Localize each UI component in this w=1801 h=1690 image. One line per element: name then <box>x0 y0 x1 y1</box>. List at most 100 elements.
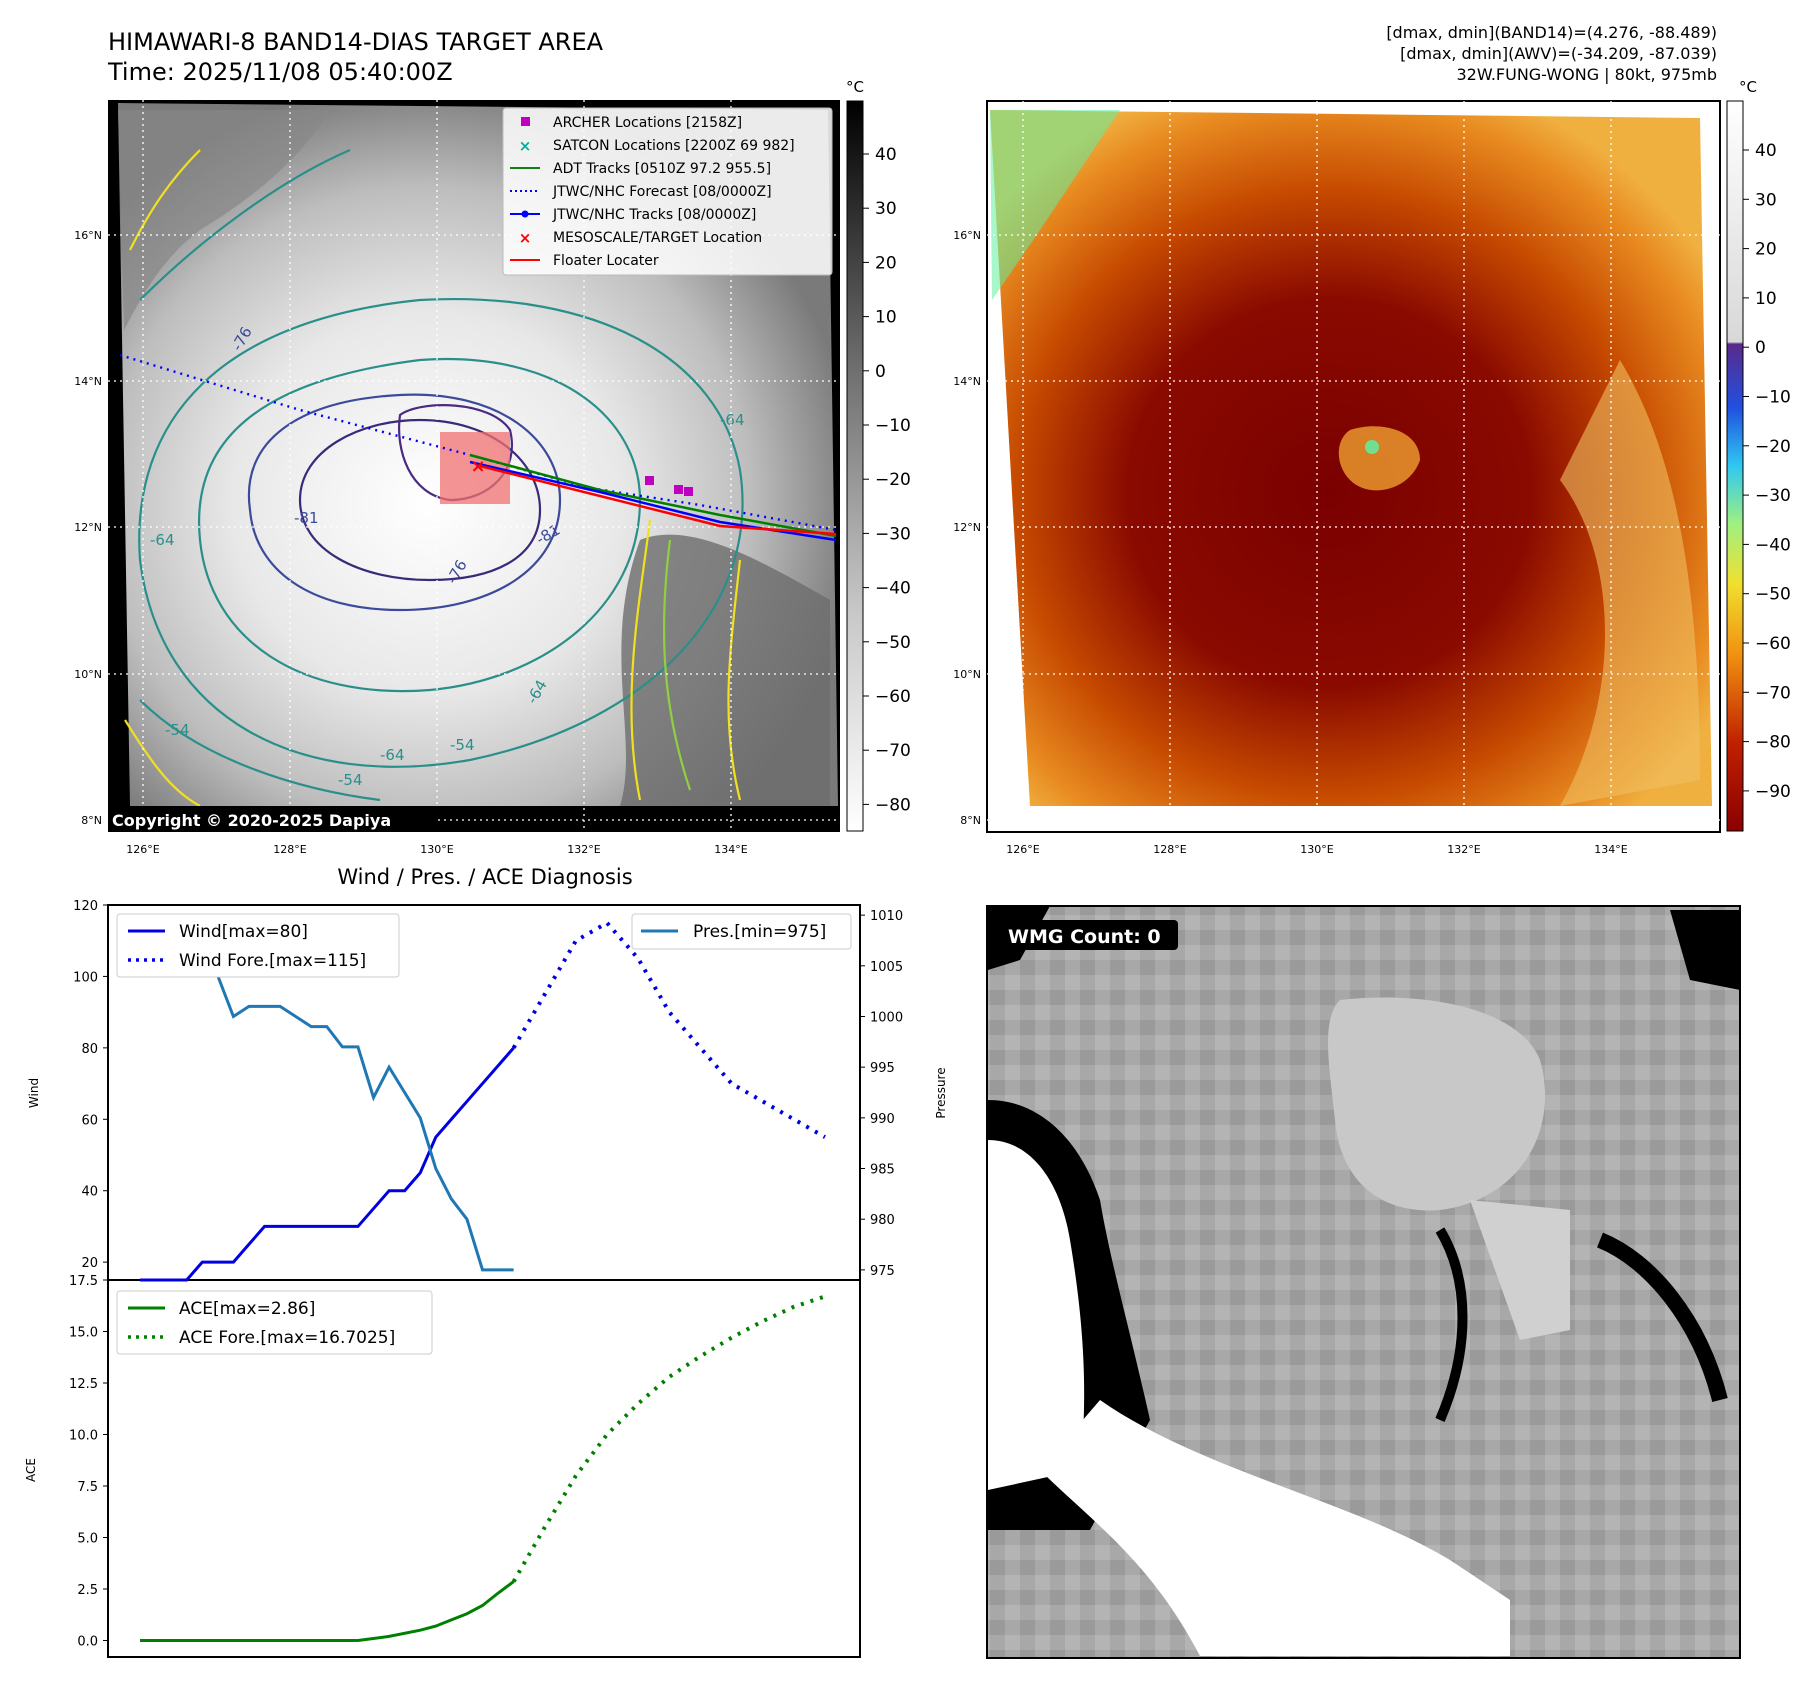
diagnosis-title: Wind / Pres. / ACE Diagnosis <box>337 865 632 889</box>
wv-map-panel: 16°N 14°N 12°N 10°N 8°N 126°E 128°E 130°… <box>953 78 1791 856</box>
contour-line <box>124 149 201 807</box>
legend-label: Wind[max=80] <box>179 922 308 942</box>
wv-lat-labels: 16°N 14°N 12°N 10°N 8°N <box>953 229 981 827</box>
colorbar-tick-label: −10 <box>1755 388 1791 408</box>
wmg-panel: WMG Count: 0 <box>986 905 1741 1659</box>
wind-tick-label: 120 <box>73 899 98 914</box>
wind-tick-label: 60 <box>81 1113 98 1128</box>
lon-label: 132°E <box>567 843 600 856</box>
lat-label: 8°N <box>960 814 981 827</box>
ir-map-panel: -76 -81 -64 -54 -76 -81 -64 -64 -54 -54 … <box>74 78 911 856</box>
colorbar-tick-label: 20 <box>1755 240 1777 260</box>
figure-title: HIMAWARI-8 BAND14-DIAS TARGET AREA <box>108 28 604 56</box>
contour-line <box>298 418 542 582</box>
ir-lat-labels: 16°N 14°N 12°N 10°N 8°N <box>74 229 102 827</box>
colorbar-tick-label: −40 <box>875 579 911 599</box>
ace-series-forecast-line <box>511 1294 826 1583</box>
wind-tick-label: 20 <box>81 1256 98 1271</box>
diagnosis-panel: Wind / Pres. / ACE Diagnosis Wind Pressu… <box>24 865 948 1658</box>
colorbar-tick-label: −60 <box>875 687 911 707</box>
wind-tick-label: 80 <box>81 1042 98 1057</box>
contour-line <box>247 393 562 612</box>
ir-lon-labels: 126°E 128°E 130°E 132°E 134°E <box>126 843 747 856</box>
colorbar-tick-label: 40 <box>875 145 897 165</box>
lat-label: 16°N <box>74 229 102 242</box>
colorbar-tick-label: −40 <box>1755 535 1791 555</box>
colorbar-tick-label: 10 <box>875 308 897 328</box>
wv-eye <box>1365 440 1379 454</box>
ace-tick-label: 10.0 <box>69 1429 98 1444</box>
header: HIMAWARI-8 BAND14-DIAS TARGET AREA Time:… <box>107 23 1717 86</box>
wind-legend: Wind[max=80] Wind Fore.[max=115] <box>116 913 400 978</box>
legend-label: ADT Tracks [0510Z 97.2 955.5] <box>553 161 771 177</box>
colorbar-tick-label: −50 <box>875 633 911 653</box>
pressure-tick-label: 1005 <box>870 960 903 975</box>
wmg-count-text: WMG Count: 0 <box>1008 926 1161 948</box>
wmg-core-region <box>1470 1200 1570 1340</box>
colorbar-tick-label: −30 <box>1755 486 1791 506</box>
ace-ticks: 0.0 2.5 5.0 7.5 10.0 12.5 15.0 17.5 <box>69 1274 108 1650</box>
contour-line <box>630 519 742 801</box>
legend-label: Floater Locater <box>553 253 659 269</box>
legend-label: ARCHER Locations [2158Z] <box>553 115 742 131</box>
legend-box <box>502 107 833 276</box>
copyright-text: Copyright © 2020-2025 Dapiya <box>112 811 391 830</box>
legend-box <box>116 913 400 978</box>
pressure-axis-label: Pressure <box>934 1067 948 1118</box>
wmg-core-region <box>1328 997 1546 1211</box>
ace-tick-label: 5.0 <box>77 1532 98 1547</box>
legend-box <box>631 913 852 950</box>
wmg-dark-edge <box>1596 1232 1728 1402</box>
colorbar-tick-label: −70 <box>875 741 911 761</box>
ace-legend: ACE[max=2.86] ACE Fore.[max=16.7025] <box>116 1290 433 1355</box>
lat-label: 10°N <box>74 668 102 681</box>
contour-label: -54 <box>450 736 475 754</box>
archer-markers <box>645 476 693 496</box>
pressure-tick-label: 995 <box>870 1061 895 1076</box>
copyright-box <box>108 806 438 832</box>
wv-colorbar-ticks: 40 30 20 10 0 −10 −20 −30 −40 −50 −60 −70 −80 −90 <box>1743 141 1791 802</box>
legend-label: Wind Fore.[max=115] <box>179 951 366 971</box>
lon-label: 134°E <box>714 843 747 856</box>
colorbar-tick-label: −10 <box>875 416 911 436</box>
lon-label: 126°E <box>126 843 159 856</box>
wind-pressure-series-forecast-line <box>511 920 826 1139</box>
wind-pressure-ticks: 20 40 60 80 100 120 975 980 985 990 995 1000 1005 101… <box>73 899 903 1279</box>
wind-pressure-series-line <box>140 1046 515 1282</box>
colorbar-tick-label: −80 <box>1755 733 1791 753</box>
colorbar-tick-label: −20 <box>875 470 911 490</box>
awv-range: [dmax, dmin](AWV)=(-34.209, -87.039) <box>1400 44 1717 63</box>
pressure-tick-label: 975 <box>870 1264 895 1279</box>
lon-label: 134°E <box>1594 843 1627 856</box>
adt-track-line <box>469 453 837 538</box>
wmg-dark-region <box>1670 910 1740 990</box>
legend-box <box>116 1290 433 1355</box>
contour-label: -64 <box>150 531 175 549</box>
colorbar-tick-label: 0 <box>1755 338 1766 358</box>
contour-line <box>197 357 642 693</box>
floater-locater-line <box>479 464 837 536</box>
legend-label: JTWC/NHC Forecast [08/0000Z] <box>552 184 772 200</box>
colorbar-tick-label: 30 <box>1755 190 1777 210</box>
contour-label: -54 <box>165 721 190 739</box>
warm-region <box>620 534 830 806</box>
legend-label: Pres.[min=975] <box>693 922 826 942</box>
pressure-tick-label: 1010 <box>870 909 903 924</box>
ace-tick-label: 17.5 <box>69 1274 98 1289</box>
figure-time: Time: 2025/11/08 05:40:00Z <box>107 58 453 86</box>
ace-series-line <box>140 1580 515 1643</box>
ace-series <box>140 1294 826 1643</box>
contour-line <box>138 298 744 768</box>
ace-tick-label: 2.5 <box>77 1583 98 1598</box>
lat-label: 8°N <box>81 814 102 827</box>
wv-eye-region <box>1338 426 1420 491</box>
wind-tick-label: 100 <box>73 970 98 985</box>
ace-tick-label: 15.0 <box>69 1326 98 1341</box>
pressure-tick-label: 980 <box>870 1213 895 1228</box>
archer-marker <box>645 476 654 485</box>
contour-label: -54 <box>338 771 363 789</box>
colorbar-tick-label: 20 <box>875 253 897 273</box>
wv-colorbar-unit: °C <box>1739 78 1757 96</box>
ir-colorbar-unit: °C <box>846 78 864 96</box>
legend-label: SATCON Locations [2200Z 69 982] <box>553 138 795 154</box>
